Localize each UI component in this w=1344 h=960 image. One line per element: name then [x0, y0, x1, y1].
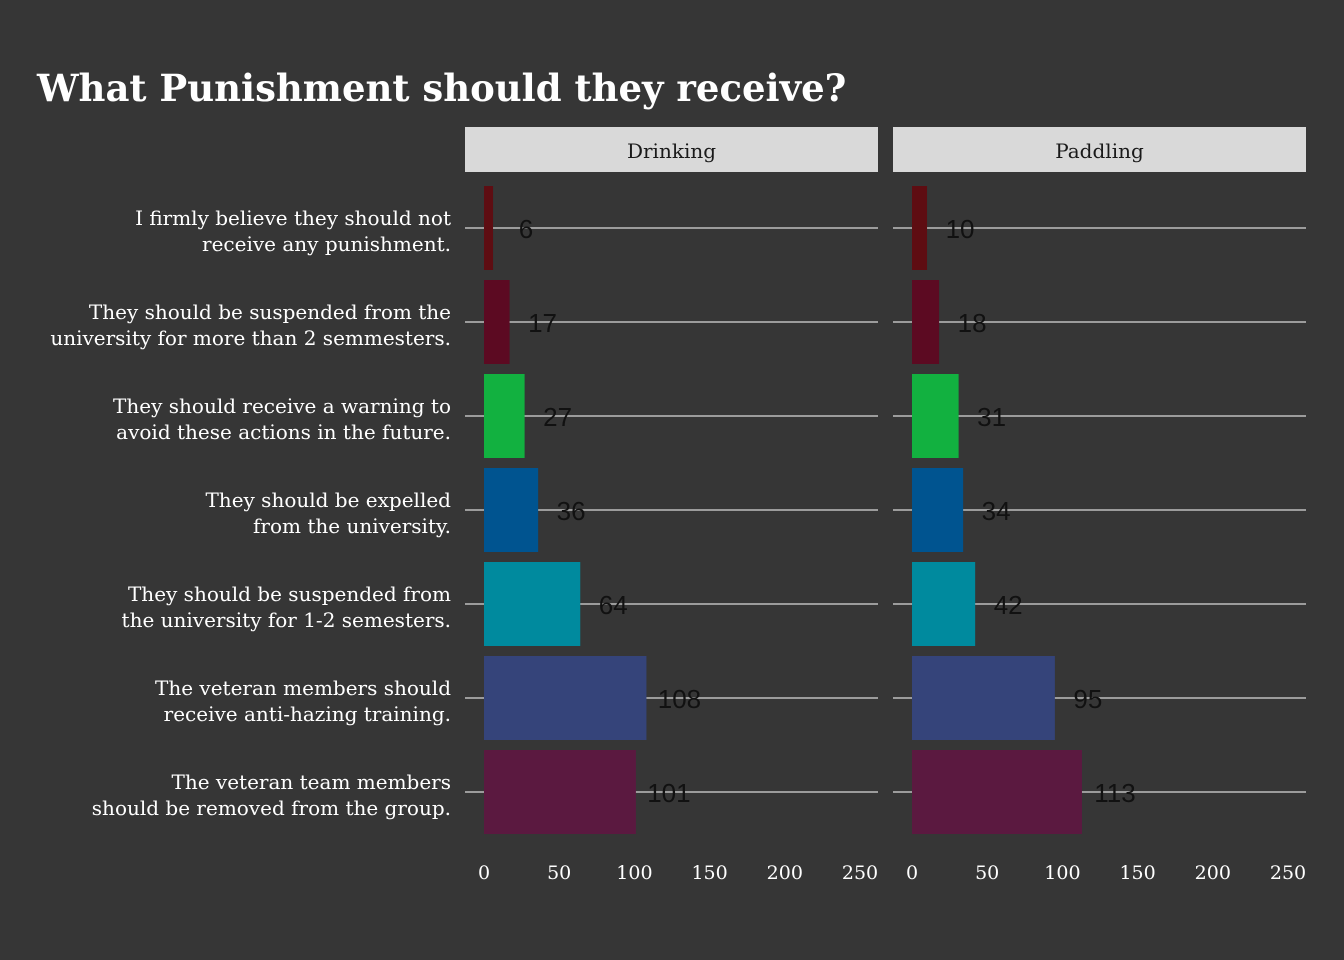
bar [484, 750, 636, 834]
data-label: 42 [994, 590, 1023, 620]
data-label: 108 [658, 684, 701, 714]
x-tick-label: 200 [767, 862, 803, 884]
category-label: The veteran members should receive anti-h… [155, 676, 451, 726]
data-label: 10 [946, 214, 975, 244]
bar [484, 562, 581, 646]
x-tick-label: 150 [1119, 862, 1155, 884]
x-tick-label: 100 [1044, 862, 1080, 884]
bar [912, 468, 964, 552]
bar [484, 280, 510, 364]
facet-strip-drinking [465, 127, 878, 172]
x-tick-label: 50 [975, 862, 999, 884]
data-label: 36 [557, 496, 586, 526]
x-tick-label: 250 [1270, 862, 1306, 884]
bar [912, 656, 1055, 740]
facet-label: Paddling [1055, 139, 1144, 163]
category-label: They should be suspended from the univers… [122, 582, 452, 632]
bar [912, 280, 940, 364]
category-label: I firmly believe they should not receive … [135, 206, 451, 256]
category-label: The veteran team members should be remove… [92, 770, 451, 820]
category-label-line: receive anti-hazing training. [164, 702, 451, 726]
x-tick-label: 250 [842, 862, 878, 884]
bar [484, 468, 539, 552]
data-label: 101 [647, 778, 690, 808]
category-label: They should be expelled from the universi… [205, 488, 451, 538]
x-tick-label: 50 [547, 862, 571, 884]
category-label-line: They should be suspended from the [89, 300, 451, 324]
x-tick-label: 100 [616, 862, 652, 884]
data-label: 18 [958, 308, 987, 338]
x-tick-label: 200 [1195, 862, 1231, 884]
x-tick-label: 0 [906, 862, 918, 884]
category-label-line: I firmly believe they should not [135, 206, 451, 230]
category-label: They should be suspended from the univers… [50, 300, 451, 350]
category-label-line: The veteran team members [172, 770, 452, 794]
bar [484, 656, 647, 740]
category-label-line: The veteran members should [155, 676, 451, 700]
bar [912, 186, 928, 270]
bar [912, 374, 959, 458]
data-label: 64 [599, 590, 628, 620]
category-label-line: avoid these actions in the future. [116, 420, 451, 444]
facet-label: Drinking [627, 139, 716, 163]
category-label-line: They should be suspended from [128, 582, 451, 606]
category-label-line: receive any punishment. [202, 232, 451, 256]
bar [484, 186, 494, 270]
x-tick-label: 150 [691, 862, 727, 884]
category-label-line: university for more than 2 semmesters. [50, 326, 451, 350]
bar [912, 750, 1082, 834]
x-tick-label: 0 [478, 862, 490, 884]
category-label: They should receive a warning to avoid th… [113, 394, 451, 444]
data-label: 17 [528, 308, 557, 338]
bar [484, 374, 525, 458]
category-label-line: from the university. [253, 514, 451, 538]
data-label: 27 [543, 402, 572, 432]
category-label-line: should be removed from the group. [92, 796, 451, 820]
data-label: 6 [519, 214, 533, 244]
facet-strip-paddling [893, 127, 1306, 172]
data-label: 113 [1094, 778, 1135, 808]
category-label-line: They should be expelled [205, 488, 451, 512]
data-label: 95 [1073, 684, 1102, 714]
chart-title: What Punishment should they receive? [37, 66, 847, 110]
category-label-line: They should receive a warning to [113, 394, 451, 418]
data-label: 34 [982, 496, 1011, 526]
data-label: 31 [977, 402, 1006, 432]
bar [912, 562, 976, 646]
category-label-line: the university for 1-2 semesters. [122, 608, 451, 632]
